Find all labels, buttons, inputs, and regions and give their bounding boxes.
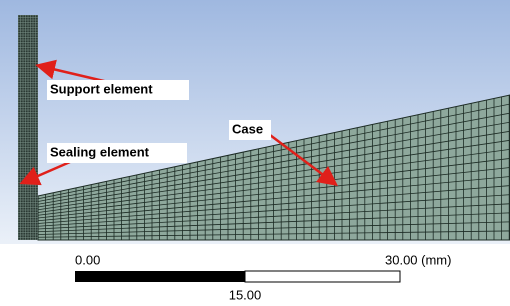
label: Sealing element xyxy=(50,144,150,159)
scale-label: 30.00 (mm) xyxy=(385,252,451,267)
label: Case xyxy=(232,121,263,136)
mesh-view: Support element Sealing element Case 0.0… xyxy=(0,0,510,306)
scale-bar-dark xyxy=(75,271,245,282)
scale-label: 0.00 xyxy=(75,252,100,267)
scale-label: 15.00 xyxy=(229,287,262,302)
label: Support element xyxy=(50,81,153,96)
scale-bar-light xyxy=(245,271,400,282)
